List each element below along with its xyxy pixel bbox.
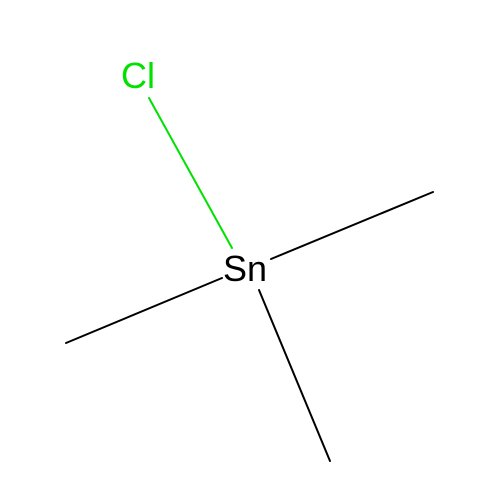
atom-label-cl: Cl <box>121 55 155 97</box>
atom-label-sn: Sn <box>223 248 267 290</box>
bond-sn-me1 <box>271 192 433 259</box>
bond-sn-me3 <box>66 278 222 343</box>
bond-sn-me2 <box>259 290 330 461</box>
bond-sn-cl <box>149 98 232 248</box>
molecule-canvas: Sn Cl <box>0 0 500 500</box>
